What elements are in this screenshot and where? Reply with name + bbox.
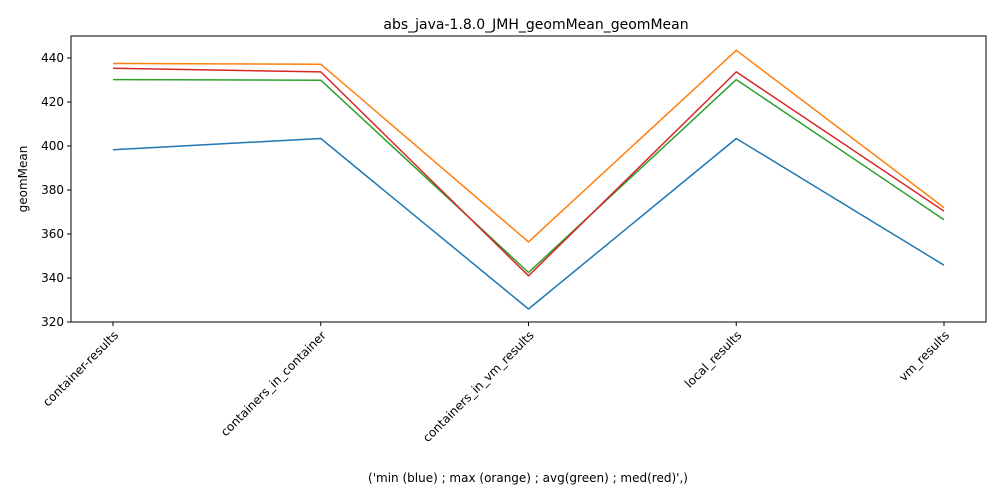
y-tick-label: 440 — [41, 51, 64, 65]
y-axis: 320 340 360 380 400 420 440 — [41, 51, 71, 329]
y-tick-label: 360 — [41, 227, 64, 241]
chart-title: abs_java-1.8.0_JMH_geomMean_geomMean — [383, 17, 688, 33]
x-axis-label: ('min (blue) ; max (orange) ; avg(green)… — [368, 471, 688, 485]
series-layer — [112, 49, 945, 310]
series-line-3 — [112, 67, 945, 277]
series-line-0 — [112, 137, 945, 310]
y-tick-label: 420 — [41, 95, 64, 109]
y-tick-label: 340 — [41, 271, 64, 285]
y-axis-label: geomMean — [16, 146, 30, 213]
y-tick-label: 380 — [41, 183, 64, 197]
y-tick-label: 400 — [41, 139, 64, 153]
series-line-1 — [112, 49, 945, 243]
series-line-2 — [112, 78, 945, 274]
y-tick-label: 320 — [41, 315, 64, 329]
